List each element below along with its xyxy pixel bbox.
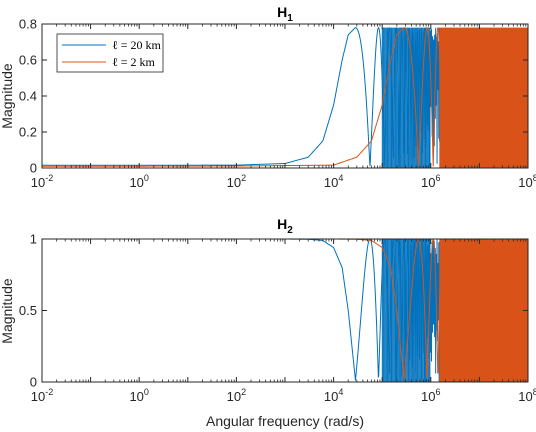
y-tick-label: 0.6 — [19, 53, 37, 68]
y-tick-labels: 00.51 — [19, 232, 37, 390]
x-tick-label: 100 — [129, 173, 148, 190]
x-axis-label: Angular frequency (rad/s) — [206, 413, 364, 429]
plot-title: H1 — [277, 4, 293, 24]
x-tick-label: 106 — [421, 387, 440, 404]
series-group — [42, 239, 528, 382]
x-tick-label: 104 — [324, 173, 343, 190]
y-tick-label: 0.8 — [19, 17, 37, 32]
x-tick-label: 10-2 — [31, 387, 53, 404]
x-tick-label: 10-2 — [31, 173, 53, 190]
tick-marks — [41, 23, 529, 169]
subplot-h1: 0 0.2 0.4 0.6 0.8 10-2 100 102 104 106 108 H1 Mag… — [0, 4, 536, 190]
y-tick-label: 0 — [30, 375, 37, 390]
y-tick-labels: 0 0.2 0.4 0.6 0.8 — [19, 17, 37, 176]
y-tick-label: 0 — [30, 161, 37, 176]
series-band-l2 — [439, 239, 528, 382]
y-tick-label: 0.2 — [19, 125, 37, 140]
x-tick-labels: 10-2 100 102 104 106 108 — [31, 387, 536, 404]
y-tick-label: 1 — [30, 232, 37, 247]
x-tick-label: 106 — [421, 173, 440, 190]
legend-box — [56, 33, 164, 73]
x-tick-label: 102 — [227, 173, 246, 190]
y-tick-label: 0.4 — [19, 89, 37, 104]
x-tick-labels: 10-2 100 102 104 106 108 — [31, 173, 536, 190]
x-tick-label: 108 — [518, 387, 536, 404]
legend-label-l20: ℓ = 20 km — [112, 38, 162, 52]
x-tick-label: 104 — [324, 387, 343, 404]
plot-title: H2 — [277, 216, 293, 236]
legend-label-l2: ℓ = 2 km — [112, 55, 156, 69]
x-tick-label: 102 — [227, 387, 246, 404]
y-axis-label: Magnitude — [0, 278, 15, 344]
x-tick-label: 100 — [129, 387, 148, 404]
series-group — [42, 26, 528, 168]
legend: ℓ = 20 km ℓ = 2 km — [56, 33, 164, 73]
x-tick-label: 108 — [518, 173, 536, 190]
y-tick-label: 0.5 — [19, 303, 37, 318]
subplot-h2: 00.51 10-2 100 102 104 106 108 H2 Magnitude A… — [0, 216, 536, 429]
series-band-l2 — [439, 27, 528, 168]
y-axis-label: Magnitude — [0, 63, 15, 129]
tick-marks — [41, 238, 529, 383]
